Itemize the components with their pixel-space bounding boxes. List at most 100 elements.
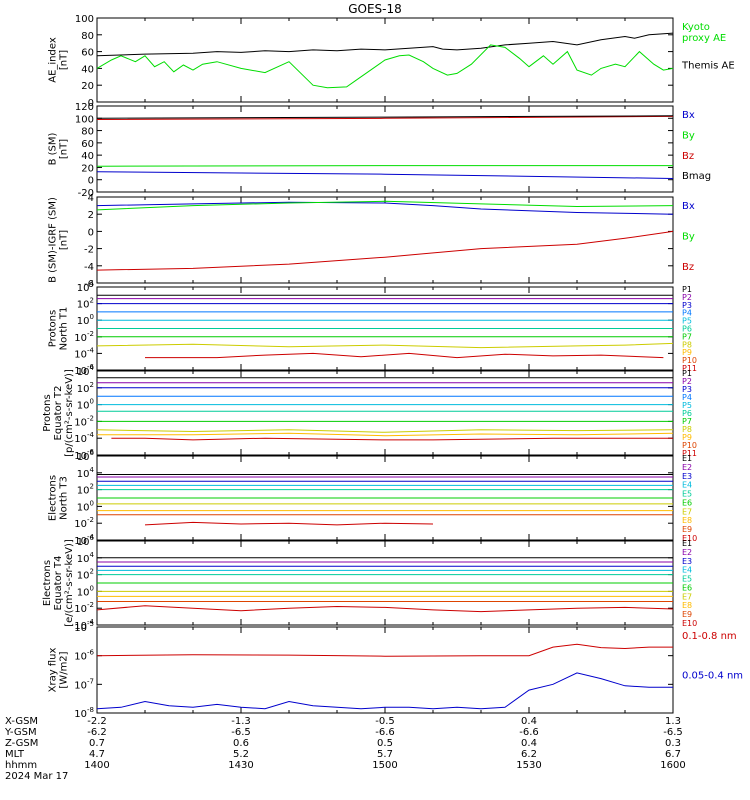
legend-entry: E7 [682, 507, 692, 516]
series-0-05-0-4-nm [96, 672, 673, 710]
legend-entry: E5 [682, 575, 692, 584]
legend-entry: P9 [682, 348, 692, 357]
y-tick-label: 0 [88, 98, 94, 109]
series-e10 [144, 521, 434, 526]
y-axis-label-line: Electrons [48, 475, 59, 521]
legend-entry: E9 [682, 525, 692, 534]
y-tick-label: 100 [77, 499, 94, 513]
y-axis-label-line: B (SM)-IGRF (SM) [48, 197, 59, 283]
y-axis-label: Electrons Equator T4 [e/(cm²-s-sr-keV)] [42, 539, 75, 627]
legend-entry: Themis AE [681, 61, 735, 72]
y-tick-label: 104 [77, 466, 95, 480]
y-tick-label: 20 [81, 163, 94, 174]
series-kyoto-proxy-ae [96, 44, 674, 89]
legend-entry: E6 [682, 583, 692, 592]
legend-entry: E1 [682, 539, 692, 548]
y-axis-label: Xray flux [W/m2] [48, 648, 70, 693]
y-tick-label: 40 [81, 64, 94, 75]
series-bz [96, 230, 674, 271]
footer-value: -6.6 [375, 727, 395, 738]
y-tick-label: 10-4 [74, 431, 94, 445]
panel-frame [96, 196, 674, 284]
y-tick-label: 80 [81, 31, 94, 42]
footer-row-label: MLT [5, 749, 25, 760]
legend-entry: By [682, 232, 695, 243]
footer-value: -2.2 [87, 716, 107, 727]
y-tick-label: -2 [84, 245, 94, 256]
y-tick-label: 102 [77, 381, 94, 395]
legend-entry: E4 [682, 481, 692, 490]
legend-entry: P1 [682, 369, 692, 378]
panel-dbb: -6 -4 -2 0 2 4 B (SM)-IGRF (SM) [nT] Bx By Bz [48, 193, 695, 290]
y-tick-label: 10-7 [74, 677, 94, 691]
y-tick-label: 10-2 [74, 516, 94, 530]
footer-value: 0.6 [233, 738, 249, 749]
legend-entry: P4 [682, 393, 692, 402]
y-axis-label-line: [nT] [59, 139, 70, 159]
legend-entry: P5 [682, 401, 692, 410]
legend-entry: E9 [682, 610, 692, 619]
y-tick-label: -20 [78, 188, 94, 199]
y-axis-label-line: Xray flux [48, 648, 59, 693]
y-tick-label: 20 [81, 81, 94, 92]
y-tick-label: 0 [88, 176, 94, 187]
legend-entry: E2 [682, 463, 692, 472]
y-tick-label: 10-2 [74, 601, 94, 615]
footer-value: 0.7 [89, 738, 105, 749]
y-axis-label: B (SM)-IGRF (SM) [nT] [48, 197, 70, 283]
y-tick-label: 60 [81, 139, 94, 150]
y-axis-label-line: B (SM) [48, 132, 59, 165]
y-tick-label: 106 [77, 449, 95, 463]
series-e10 [96, 605, 674, 613]
series-0-1-0-8-nm [96, 643, 673, 657]
legend-entry: P3 [682, 385, 692, 394]
legend-entry: 0.1-0.8 nm [682, 631, 737, 642]
plot-title: GOES-18 [348, 2, 402, 16]
legend-entry: P2 [682, 377, 692, 386]
footer-value: -6.5 [663, 727, 683, 738]
legend-entry: P4 [682, 309, 692, 318]
y-tick-label: 100 [77, 584, 94, 598]
panel-frame [96, 626, 674, 714]
footer-row-label: hhmm [5, 760, 37, 771]
series-p10 [111, 437, 673, 441]
legend-entry: E10 [682, 534, 697, 543]
y-tick-label: 102 [77, 483, 94, 497]
series-bx [96, 171, 674, 179]
legend-entry: 0.05-0.4 nm [682, 671, 743, 682]
y-axis-label-line: [e/(cm²-s-sr-keV)] [64, 539, 75, 627]
footer-value: 1500 [372, 760, 397, 771]
panel-ae: 0 20 40 60 80 100 AE_index [nT] Kyoto proxy AE The… [48, 14, 735, 109]
y-axis-label: Protons Equator T2 [p/(cm²-s-sr-keV)] [42, 369, 75, 457]
panel-frame [96, 370, 674, 456]
series-p9 [97, 432, 674, 437]
footer-value: 1430 [228, 760, 253, 771]
legend-entry: E3 [682, 472, 692, 481]
series-bz [96, 115, 674, 120]
legend-entry: P7 [682, 417, 692, 426]
legend-entry: E8 [682, 601, 692, 610]
footer-value: 4.7 [89, 749, 105, 760]
legend-entry: P11 [682, 364, 697, 373]
legend-entry: Bz [682, 151, 694, 162]
y-tick-label: 102 [77, 297, 94, 311]
y-tick-label: 100 [77, 398, 94, 412]
legend-entry: P1 [682, 285, 692, 294]
y-axis-label-line: Equator T4 [53, 556, 64, 611]
y-axis-label-line: [nT] [59, 50, 70, 70]
series-bx [96, 201, 674, 215]
series-bmag [96, 115, 674, 119]
legend-entry: E1 [682, 454, 692, 463]
legend-entry: Bx [682, 201, 695, 212]
legend-entry: E6 [682, 498, 692, 507]
legend-entry: Bz [682, 262, 694, 273]
legend-entry: P2 [682, 293, 692, 302]
footer-value: 1.3 [665, 716, 681, 727]
footer-value: 6.2 [521, 749, 537, 760]
legend-entry: P10 [682, 356, 697, 365]
y-tick-label: 10-6 [74, 649, 94, 663]
